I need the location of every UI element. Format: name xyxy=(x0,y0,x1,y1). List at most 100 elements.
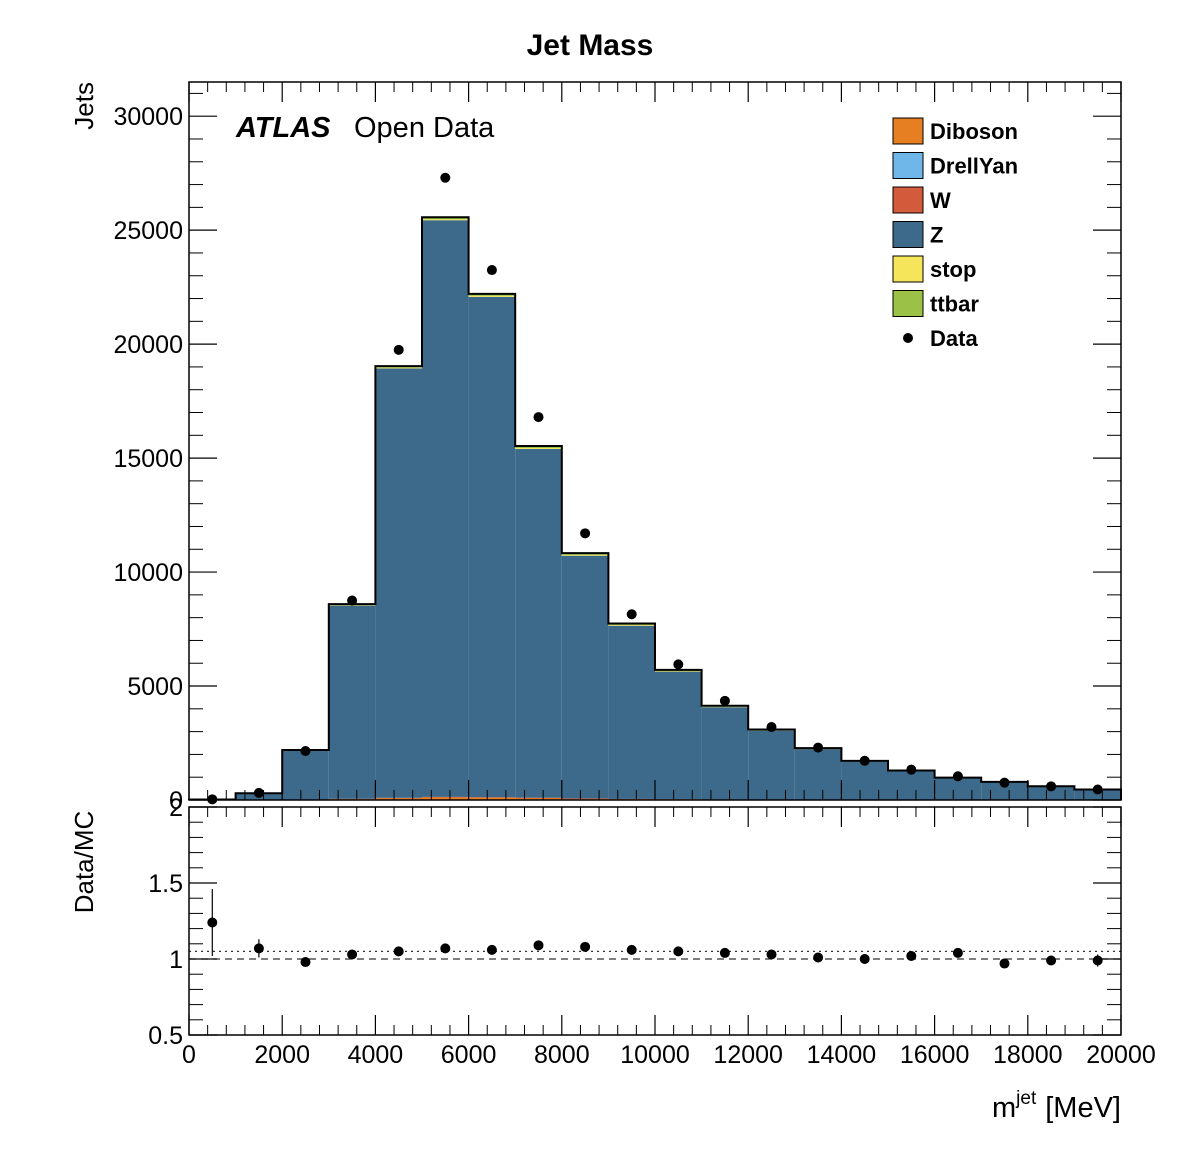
data-point-bin-14 xyxy=(859,755,870,766)
ratio-y-axis-label: Data/MC xyxy=(69,811,99,914)
ratio-plot-background xyxy=(189,807,1121,1035)
bar-w-bin-4 xyxy=(375,797,422,799)
legend-swatch-z xyxy=(892,221,924,248)
bar-z-bin-3 xyxy=(328,605,376,799)
bar-z-bin-6 xyxy=(468,296,516,798)
stack-total-outline xyxy=(188,216,1122,801)
legend-marker-data xyxy=(903,333,913,343)
ratio-y-tick-label: 0.5 xyxy=(148,1022,183,1050)
bar-z-bin-12 xyxy=(748,730,795,800)
bar-ttbar-bin-7 xyxy=(515,446,562,449)
ratio-points xyxy=(207,889,1103,969)
data-point-bin-10 xyxy=(673,659,684,670)
main-y-tick-label: 5000 xyxy=(127,673,183,701)
ratio-y-tick-label: 1.5 xyxy=(148,870,183,898)
bar-z-bin-19 xyxy=(1074,789,1121,800)
bar-z-bin-4 xyxy=(375,368,422,798)
ratio-point-bin-2 xyxy=(300,957,311,968)
chart-title: Jet Mass xyxy=(527,29,654,62)
ratio-point-bin-9 xyxy=(626,944,637,955)
main-y-tick-label: 30000 xyxy=(113,103,183,131)
bar-stop-bin-10 xyxy=(655,670,702,672)
data-points xyxy=(207,172,1103,805)
data-point-bin-11 xyxy=(719,695,730,706)
legend-label-data: Data xyxy=(930,326,978,351)
main-axis-ticks: 0 5000 10000 15000 20000 25000 30000 xyxy=(113,82,1122,815)
stacked-histogram xyxy=(188,216,1122,801)
ratio-point-bin-15 xyxy=(906,950,917,961)
bar-z-bin-16 xyxy=(934,777,982,800)
bar-z-bin-9 xyxy=(608,625,655,799)
legend-swatch-drellyan xyxy=(892,152,924,179)
data-point-bin-15 xyxy=(906,764,917,775)
bar-stop-bin-9 xyxy=(608,625,655,626)
x-tick-label: 10000 xyxy=(620,1041,690,1069)
bar-w-bin-8 xyxy=(561,798,609,799)
data-point-bin-12 xyxy=(766,722,777,733)
ratio-point-bin-0 xyxy=(207,917,218,928)
data-point-bin-19 xyxy=(1092,784,1103,795)
data-point-bin-17 xyxy=(999,777,1010,788)
main-y-axis-label: Jets xyxy=(69,82,99,130)
x-axis-label-unit: [MeV] xyxy=(1045,1092,1121,1124)
x-tick-label: 20000 xyxy=(1086,1041,1156,1069)
bar-z-bin-15 xyxy=(888,770,935,800)
ratio-point-bin-1 xyxy=(253,943,264,954)
main-y-tick-label: 10000 xyxy=(113,559,183,587)
data-point-bin-1 xyxy=(253,787,264,798)
bar-w-bin-5 xyxy=(422,796,469,798)
main-y-tick-label: 20000 xyxy=(113,331,183,359)
bar-w-bin-9 xyxy=(608,798,655,800)
data-point-bin-18 xyxy=(1046,781,1057,792)
legend-label-w: W xyxy=(930,188,951,213)
x-axis-label: mjet [MeV] xyxy=(992,1088,1121,1124)
data-point-bin-8 xyxy=(580,528,591,539)
main-y-tick-label: 0 xyxy=(169,787,183,815)
x-axis-tick-labels: 0 2000 4000 6000 8000 10000 12000 14000 16000 180… xyxy=(182,1041,1156,1069)
bar-z-bin-18 xyxy=(1027,786,1075,800)
legend-swatch-stop xyxy=(892,255,924,283)
legend-label-stop: stop xyxy=(930,257,976,282)
data-point-bin-7 xyxy=(533,412,544,423)
data-point-bin-16 xyxy=(952,771,963,782)
bar-stop-bin-8 xyxy=(561,554,609,556)
bar-z-bin-7 xyxy=(515,448,562,798)
legend-label-diboson: Diboson xyxy=(930,119,1018,144)
ratio-axis-ticks: 0.5 1 1.5 2 xyxy=(148,794,1122,1050)
bar-z-bin-13 xyxy=(794,748,842,800)
atlas-label-bold: ATLAS xyxy=(235,112,331,144)
legend-label-drellyan: DrellYan xyxy=(930,154,1018,179)
bar-z-bin-14 xyxy=(841,761,888,800)
ratio-point-bin-3 xyxy=(347,949,358,960)
legend-swatch-ttbar xyxy=(892,290,924,317)
bar-z-bin-11 xyxy=(701,707,749,800)
data-point-bin-9 xyxy=(626,609,637,620)
main-y-tick-label: 15000 xyxy=(113,445,183,473)
ratio-y-tick-label: 2 xyxy=(169,794,183,822)
x-axis-label-superscript: jet xyxy=(1015,1088,1037,1109)
bar-stop-bin-7 xyxy=(515,448,562,449)
x-tick-label: 18000 xyxy=(993,1041,1063,1069)
bar-w-bin-7 xyxy=(515,797,562,799)
ratio-point-bin-4 xyxy=(393,946,404,957)
ratio-point-bin-7 xyxy=(533,940,544,951)
x-tick-label: 8000 xyxy=(534,1041,590,1069)
x-tick-label: 6000 xyxy=(441,1041,497,1069)
ratio-point-bin-14 xyxy=(859,954,870,964)
x-tick-label: 2000 xyxy=(254,1041,310,1069)
ratio-point-bin-6 xyxy=(486,944,497,955)
ratio-point-bin-12 xyxy=(766,949,777,960)
ratio-point-bin-16 xyxy=(952,947,963,958)
atlas-label-text: Open Data xyxy=(354,112,495,144)
main-y-tick-label: 25000 xyxy=(113,217,183,245)
data-point-bin-3 xyxy=(347,595,358,606)
ratio-point-bin-18 xyxy=(1046,955,1057,966)
ratio-point-bin-11 xyxy=(719,947,730,958)
bar-z-bin-2 xyxy=(282,750,329,800)
bar-z-bin-8 xyxy=(561,555,609,799)
ratio-y-tick-label: 1 xyxy=(169,946,183,974)
data-point-bin-4 xyxy=(393,344,404,355)
bar-z-bin-10 xyxy=(655,671,702,800)
bar-w-bin-3 xyxy=(328,798,376,800)
